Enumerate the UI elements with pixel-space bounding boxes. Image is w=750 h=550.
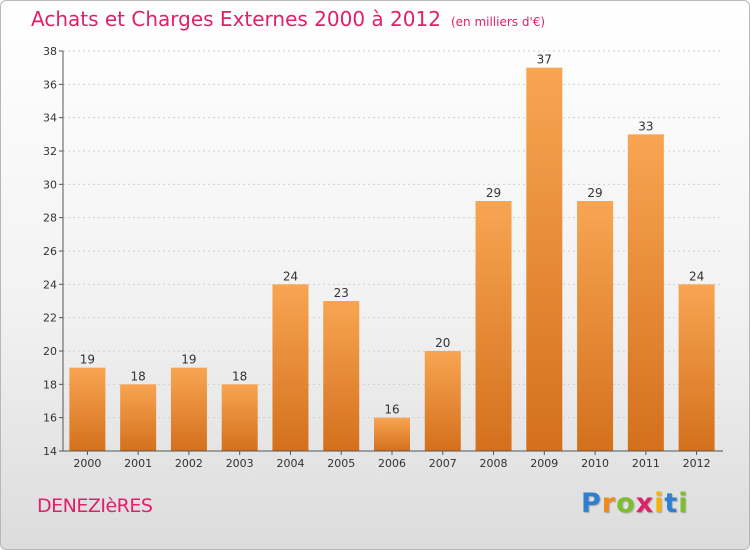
logo-letter: P xyxy=(581,488,602,519)
chart-title: Achats et Charges Externes 2000 à 2012 xyxy=(31,7,441,31)
bar xyxy=(577,201,614,451)
commune-name: DENEZIèRES xyxy=(37,495,153,517)
title-row: Achats et Charges Externes 2000 à 2012 (e… xyxy=(31,7,545,31)
bar xyxy=(475,201,512,451)
bar xyxy=(272,284,309,451)
bar xyxy=(526,67,563,452)
x-tick-label: 2004 xyxy=(276,457,304,470)
bar-value-label: 19 xyxy=(80,353,95,367)
x-tick-label: 2007 xyxy=(429,457,457,470)
x-tick-label: 2003 xyxy=(226,457,254,470)
y-tick-label: 18 xyxy=(43,378,57,391)
bar-value-label: 24 xyxy=(689,269,704,283)
y-tick-label: 24 xyxy=(43,278,57,291)
bar-value-label: 19 xyxy=(181,353,196,367)
logo-letter: i xyxy=(654,488,665,519)
y-tick-label: 22 xyxy=(43,312,57,325)
bar-value-label: 29 xyxy=(486,186,501,200)
y-tick-label: 32 xyxy=(43,145,57,158)
logo-letter: o xyxy=(616,488,636,519)
y-tick-label: 30 xyxy=(43,178,57,191)
bar xyxy=(627,134,664,452)
x-tick-label: 2010 xyxy=(581,457,609,470)
y-tick-label: 14 xyxy=(43,445,57,458)
bar-value-label: 16 xyxy=(384,403,399,417)
x-tick-label: 2008 xyxy=(480,457,508,470)
bar xyxy=(374,417,410,451)
logo-letter: x xyxy=(635,488,655,519)
logo-letter: r xyxy=(601,488,617,519)
y-tick-label: 34 xyxy=(43,112,57,125)
chart-unit: (en milliers d'€) xyxy=(450,15,546,29)
x-tick-label: 2011 xyxy=(632,457,660,470)
y-tick-label: 36 xyxy=(43,78,57,91)
logo-letter: i xyxy=(678,488,689,519)
bar-value-label: 29 xyxy=(587,186,602,200)
proxiti-logo: Proxiti xyxy=(581,488,689,519)
x-tick-label: 2006 xyxy=(378,457,406,470)
x-tick-label: 2001 xyxy=(124,457,152,470)
bar-value-label: 37 xyxy=(537,53,552,67)
y-tick-label: 20 xyxy=(43,345,57,358)
x-tick-label: 2005 xyxy=(327,457,355,470)
y-tick-label: 38 xyxy=(43,45,57,58)
bar-value-label: 18 xyxy=(232,369,247,383)
bar xyxy=(678,284,715,451)
y-tick-label: 28 xyxy=(43,212,57,225)
x-tick-label: 2002 xyxy=(175,457,203,470)
bar-value-label: 33 xyxy=(638,119,653,133)
logo-letter: t xyxy=(664,488,679,519)
y-tick-label: 26 xyxy=(43,245,57,258)
bar xyxy=(69,367,106,451)
x-tick-label: 2012 xyxy=(683,457,711,470)
bar-value-label: 20 xyxy=(435,336,450,350)
bar xyxy=(170,367,207,451)
bar-value-label: 24 xyxy=(283,269,298,283)
bar-value-label: 23 xyxy=(334,286,349,300)
bar xyxy=(221,384,258,451)
bar xyxy=(323,301,360,451)
bar xyxy=(120,384,157,451)
x-tick-label: 2009 xyxy=(530,457,558,470)
y-tick-label: 16 xyxy=(43,412,57,425)
x-tick-label: 2000 xyxy=(73,457,101,470)
bar-value-label: 18 xyxy=(131,369,146,383)
bar xyxy=(424,351,461,451)
